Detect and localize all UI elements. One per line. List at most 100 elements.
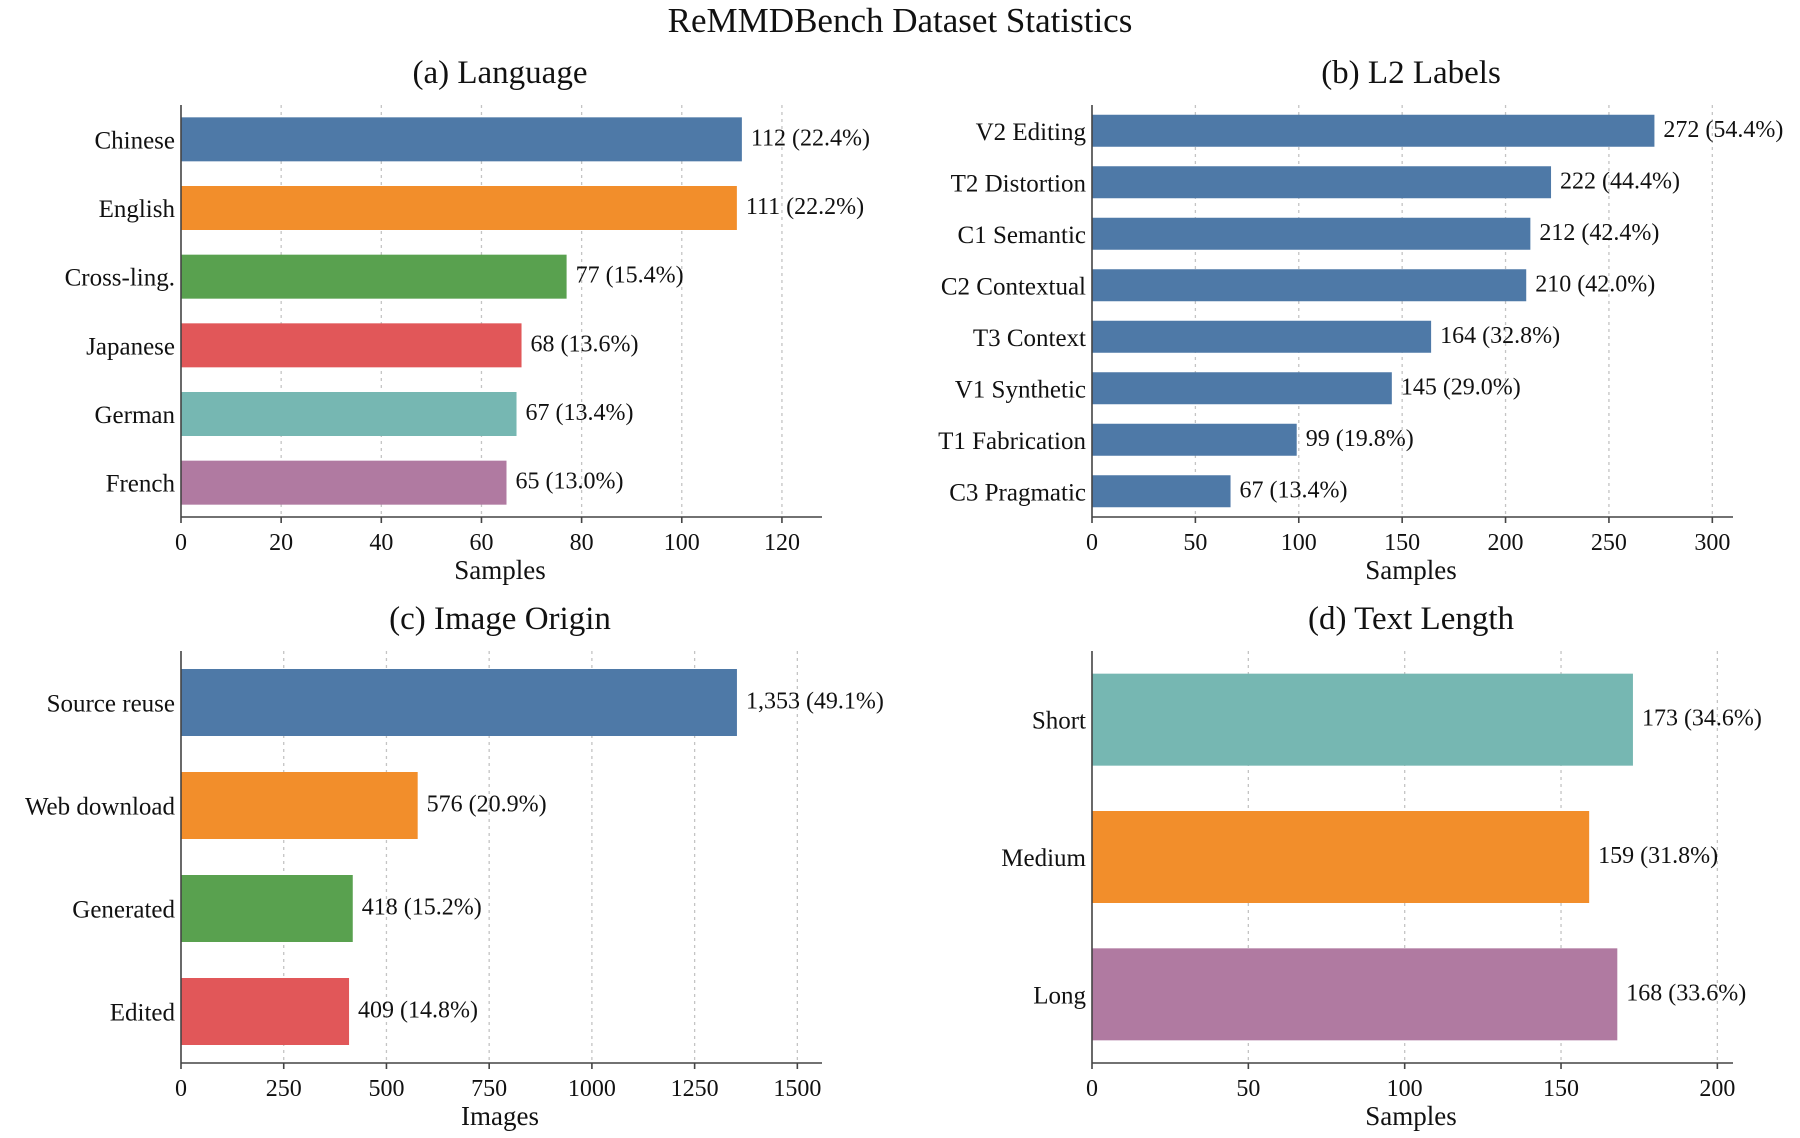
category-label: Chinese [94, 127, 175, 154]
x-tick-label: 60 [469, 530, 493, 556]
value-label: 210 (42.0%) [1535, 271, 1655, 297]
value-label: 111 (22.2%) [746, 194, 864, 220]
category-label: English [99, 196, 176, 223]
panel-text-length: (d) Text Length Samples 0 50 100 150 200 Shor… [1001, 601, 1762, 1131]
panel-image-origin: (c) Image Origin Images 0 250 500 750 1000 12… [25, 601, 884, 1131]
category-label: German [94, 402, 175, 429]
panel-title: (a) Language [413, 55, 588, 91]
x-tick-label: 300 [1694, 530, 1730, 556]
x-tick-label: 0 [175, 530, 187, 556]
value-label: 65 (13.0%) [516, 469, 624, 495]
bar [1092, 948, 1618, 1041]
value-label: 272 (54.4%) [1663, 117, 1783, 143]
x-tick-label: 50 [1236, 1076, 1260, 1102]
panel-l2-labels: (b) L2 Labels Samples 0 50 100 150 200 250 300… [938, 55, 1783, 585]
x-tick-label: 200 [1699, 1076, 1735, 1102]
x-tick-label: 100 [1387, 1076, 1423, 1102]
x-axis-label: Samples [1365, 555, 1457, 585]
value-label: 67 (13.4%) [1240, 477, 1348, 503]
category-label: C2 Contextual [941, 273, 1086, 300]
x-axis-label: Samples [454, 555, 546, 585]
category-label: Short [1032, 708, 1086, 735]
bar [181, 460, 507, 505]
x-axis-label: Images [461, 1101, 539, 1131]
bar [181, 669, 737, 736]
category-label: Web download [25, 794, 176, 821]
category-label: V2 Editing [976, 119, 1087, 146]
bar [1092, 475, 1231, 508]
value-label: 222 (44.4%) [1560, 168, 1680, 194]
bar [1092, 320, 1432, 353]
value-label: 112 (22.4%) [751, 125, 870, 151]
value-label: 164 (32.8%) [1440, 323, 1560, 349]
value-label: 67 (13.4%) [526, 400, 634, 426]
panel-title: (c) Image Origin [389, 601, 611, 637]
bar [1092, 114, 1655, 147]
value-label: 159 (31.8%) [1598, 843, 1718, 869]
x-tick-label: 250 [1591, 530, 1627, 556]
bar [181, 772, 418, 839]
value-label: 418 (15.2%) [362, 895, 482, 921]
x-tick-label: 200 [1488, 530, 1524, 556]
value-label: 168 (33.6%) [1626, 980, 1746, 1006]
x-tick-label: 1250 [671, 1076, 719, 1102]
figure-suptitle: ReMMDBench Dataset Statistics [668, 1, 1133, 40]
bar [181, 392, 517, 436]
x-tick-label: 500 [368, 1076, 404, 1102]
category-label: T2 Distortion [951, 170, 1087, 197]
x-tick-label: 100 [1281, 530, 1317, 556]
category-label: French [106, 471, 176, 498]
x-tick-label: 1000 [568, 1076, 616, 1102]
panel-language: (a) Language Samples 0 20 40 60 80 100 120 Chin… [65, 55, 870, 585]
bar [1092, 811, 1590, 903]
x-tick-label: 750 [471, 1076, 507, 1102]
x-axis-label: Samples [1365, 1101, 1457, 1131]
x-tick-label: 150 [1384, 530, 1420, 556]
category-label: Medium [1001, 845, 1086, 872]
x-tick-label: 0 [1086, 530, 1098, 556]
value-label: 99 (19.8%) [1306, 426, 1414, 452]
category-label: C3 Pragmatic [949, 479, 1086, 506]
bar [1092, 372, 1392, 405]
bar [1092, 166, 1552, 199]
bar [1092, 269, 1527, 302]
x-tick-label: 0 [1086, 1076, 1098, 1102]
category-label: T1 Fabrication [938, 428, 1086, 455]
bar [181, 323, 522, 368]
category-label: Long [1033, 982, 1086, 1009]
category-label: V1 Synthetic [955, 376, 1086, 403]
x-tick-label: 80 [570, 530, 594, 556]
value-label: 173 (34.6%) [1642, 706, 1762, 732]
category-label: Japanese [86, 333, 175, 360]
bar [181, 254, 567, 299]
bar [181, 186, 737, 230]
x-tick-label: 40 [369, 530, 393, 556]
value-label: 77 (15.4%) [576, 263, 684, 289]
value-label: 409 (14.8%) [358, 998, 478, 1024]
x-tick-label: 20 [269, 530, 293, 556]
x-tick-label: 250 [266, 1076, 302, 1102]
bar [181, 875, 353, 942]
value-label: 68 (13.6%) [531, 331, 639, 357]
bar [181, 978, 350, 1045]
x-tick-label: 50 [1183, 530, 1207, 556]
value-label: 212 (42.4%) [1539, 220, 1659, 246]
category-label: Cross-ling. [65, 265, 175, 292]
bar [1092, 423, 1297, 456]
panel-title: (d) Text Length [1308, 601, 1515, 637]
x-tick-label: 0 [175, 1076, 187, 1102]
category-label: Edited [110, 1000, 176, 1027]
x-tick-label: 150 [1543, 1076, 1579, 1102]
bar [181, 117, 742, 162]
x-tick-label: 1500 [773, 1076, 821, 1102]
x-tick-label: 120 [764, 530, 800, 556]
value-label: 1,353 (49.1%) [746, 689, 884, 715]
panel-title: (b) L2 Labels [1321, 55, 1501, 91]
category-label: T3 Context [973, 325, 1086, 352]
category-label: Source reuse [47, 691, 175, 718]
bar [1092, 673, 1633, 766]
value-label: 576 (20.9%) [427, 792, 547, 818]
value-label: 145 (29.0%) [1401, 374, 1521, 400]
bar [1092, 217, 1531, 250]
